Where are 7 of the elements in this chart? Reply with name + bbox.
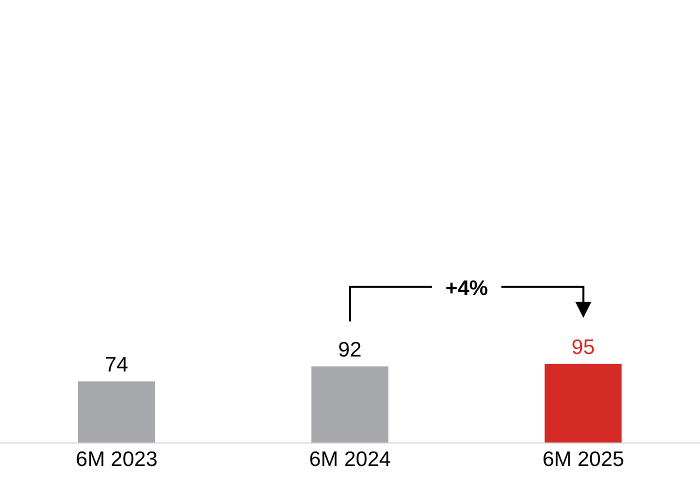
text: +4%	[445, 276, 488, 300]
x-tick-label: 6M 2024	[309, 448, 392, 471]
data-label: 74	[104, 353, 128, 376]
data-label: 95	[571, 336, 595, 359]
x-tick-label: 6M 2025	[542, 448, 624, 471]
data-label: 92	[338, 338, 362, 362]
x-tick-label: 6M 2023	[76, 448, 158, 471]
